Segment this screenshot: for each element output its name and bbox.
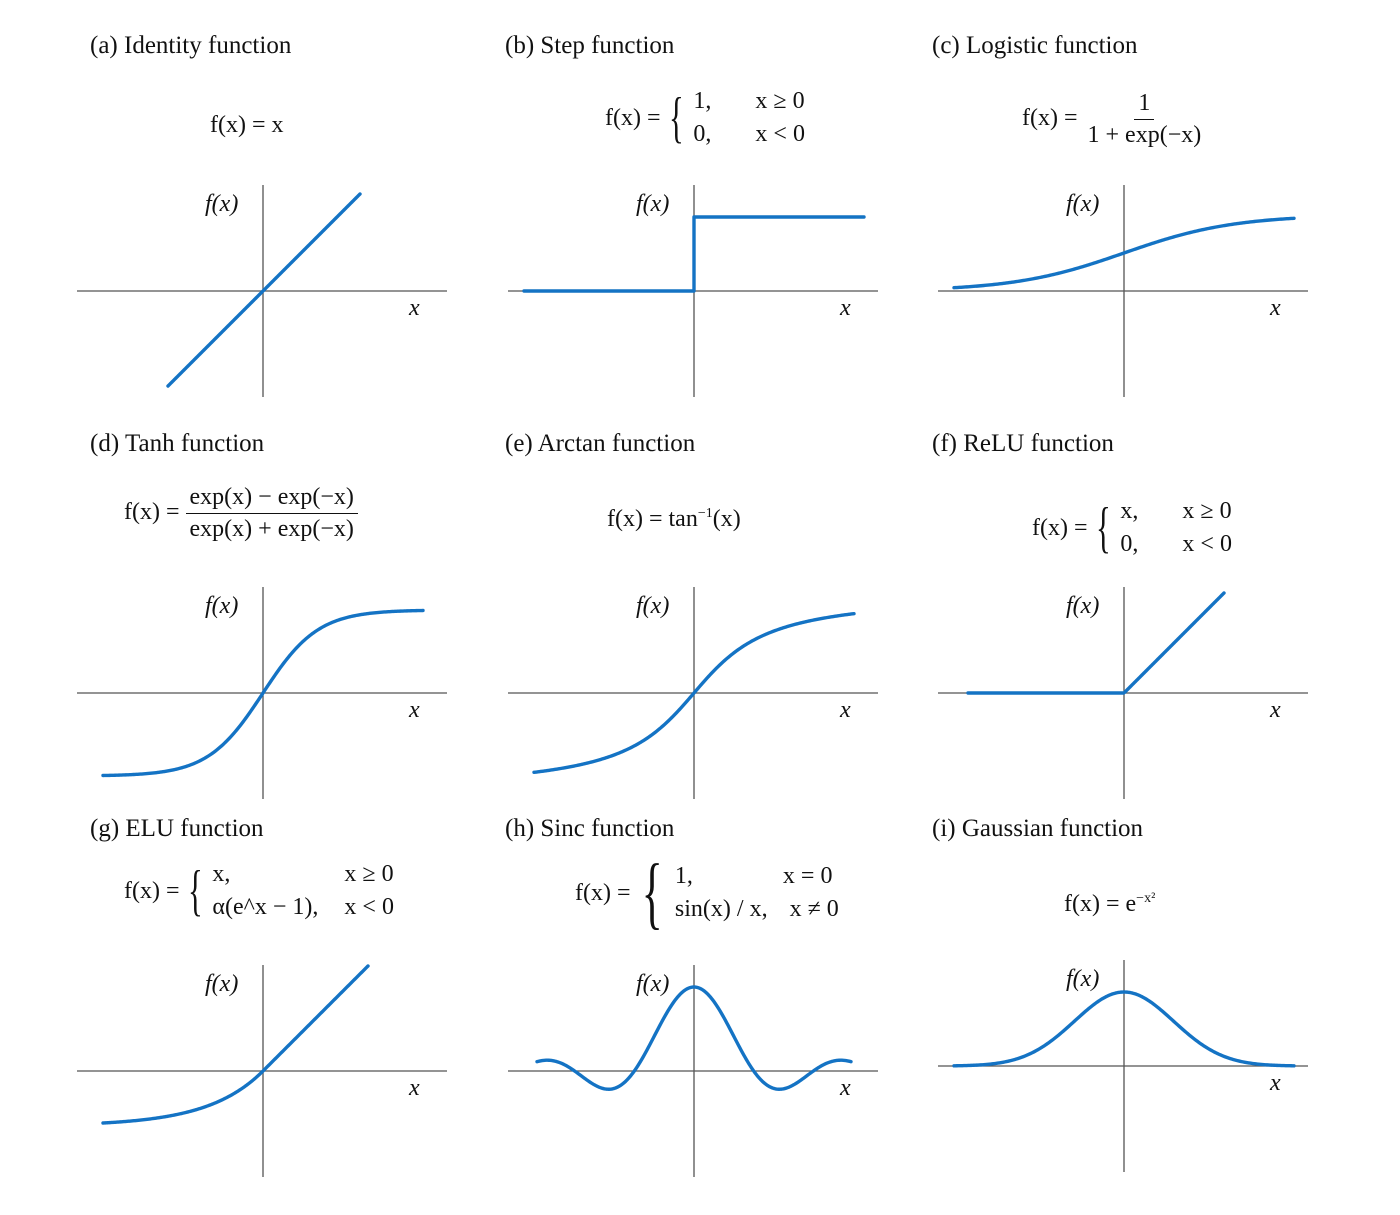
- formula-lhs: f(x) = e: [1064, 891, 1137, 917]
- formula-identity: f(x) = x: [210, 112, 284, 138]
- y-axis-label: f(x): [205, 593, 238, 619]
- formula-superscript: −1: [697, 506, 713, 521]
- panel-title: (a) Identity function: [90, 32, 292, 59]
- curve: [101, 964, 370, 1125]
- formula-denominator: 1 + exp(−x): [1087, 122, 1202, 148]
- brace-icon: {: [187, 860, 203, 922]
- formula-gaussian: f(x) = e−x²: [1064, 891, 1155, 918]
- y-axis-label: f(x): [205, 191, 238, 217]
- y-axis-label: f(x): [205, 971, 238, 997]
- formula-arctan: f(x) = tan−1(x): [607, 506, 741, 533]
- x-axis-label: x: [408, 295, 420, 321]
- formula-lhs: f(x) =: [605, 104, 661, 131]
- plot-identity: f(x) x: [77, 185, 447, 397]
- formula-step: f(x) = { 1, x ≥ 0 0, x < 0: [605, 88, 805, 148]
- x-axis-label: x: [408, 697, 420, 723]
- curve: [532, 611, 856, 775]
- case-condition: x < 0: [755, 121, 805, 147]
- panel-title: (g) ELU function: [90, 815, 264, 842]
- panel-title: (f) ReLU function: [932, 430, 1114, 457]
- plot-relu: f(x) x: [938, 587, 1308, 799]
- x-axis-label: x: [1269, 295, 1281, 321]
- formula-lhs: f(x) = tan: [607, 506, 698, 532]
- formula-lhs: f(x) =: [575, 879, 631, 906]
- formula-elu: f(x) = { x, x ≥ 0 α(e^x − 1), x < 0: [124, 861, 394, 921]
- brace-icon: {: [641, 849, 663, 937]
- panel-title: (d) Tanh function: [90, 430, 265, 457]
- case-value: x,: [1120, 498, 1139, 524]
- case-value: α(e^x − 1),: [212, 894, 319, 920]
- case-condition: x ≥ 0: [344, 861, 394, 887]
- plot-gaussian: f(x) x: [938, 960, 1308, 1172]
- formula-sinc: f(x) = { 1, x = 0 sin(x) / x, x ≠ 0: [575, 853, 839, 933]
- curve: [535, 985, 853, 1091]
- plot-arctan: f(x) x: [508, 587, 878, 799]
- x-axis-label: x: [1269, 1070, 1281, 1096]
- plot-tanh: f(x) x: [77, 587, 447, 799]
- curve: [952, 216, 1296, 290]
- formula-lhs: f(x) =: [1022, 105, 1078, 132]
- case-value: 0,: [1120, 531, 1139, 557]
- panel-relu: (f) ReLU function f(x) = { x, x ≥ 0 0, x <…: [932, 430, 1372, 830]
- formula-logistic: f(x) = 1 1 + exp(−x): [1022, 90, 1205, 149]
- x-axis-label: x: [839, 295, 851, 321]
- formula-lhs: f(x) =: [124, 877, 180, 904]
- panel-identity: (a) Identity function f(x) = x: [90, 32, 530, 432]
- formula-numerator: 1: [1134, 90, 1155, 120]
- x-axis-label: x: [839, 1075, 851, 1101]
- panel-arctan: (e) Arctan function f(x) = tan−1(x): [505, 430, 945, 830]
- panel-step: (b) Step function f(x) = { 1, x ≥ 0 0, x <…: [505, 32, 945, 432]
- formula-lhs: f(x) =: [1032, 514, 1088, 541]
- plot-elu: f(x) x: [77, 964, 447, 1177]
- panel-sinc: (h) Sinc function f(x) = { 1, x = 0 sin(x…: [505, 815, 945, 1215]
- panel-logistic: (c) Logistic function f(x) = 1 1 + exp(−…: [932, 32, 1372, 432]
- case-value: 1,: [674, 863, 693, 889]
- case-value: 0,: [693, 121, 712, 147]
- curve: [166, 192, 362, 388]
- case-condition: x ≥ 0: [1182, 498, 1232, 524]
- panel-title: (i) Gaussian function: [932, 815, 1144, 842]
- formula-denominator: exp(x) + exp(−x): [189, 516, 354, 542]
- formula-lhs: f(x) =: [124, 499, 180, 526]
- curve: [101, 608, 425, 778]
- formula-rhs: (x): [712, 506, 741, 532]
- case-condition: x ≠ 0: [789, 896, 839, 922]
- curve: [522, 215, 866, 293]
- panel-title: (e) Arctan function: [505, 430, 696, 457]
- case-condition: x ≥ 0: [755, 88, 805, 114]
- panel-tanh: (d) Tanh function f(x) = exp(x) − exp(−x…: [90, 430, 530, 830]
- x-axis-label: x: [839, 697, 851, 723]
- panel-title: (h) Sinc function: [505, 815, 675, 842]
- case-condition: x < 0: [344, 894, 394, 920]
- case-value: x,: [212, 861, 231, 887]
- panel-title: (b) Step function: [505, 32, 675, 59]
- formula-superscript: −x²: [1136, 891, 1156, 906]
- case-condition: x < 0: [1182, 531, 1232, 557]
- case-value: sin(x) / x,: [674, 896, 768, 922]
- case-value: 1,: [693, 88, 712, 114]
- formula-numerator: exp(x) − exp(−x): [185, 484, 358, 514]
- brace-icon: {: [1095, 497, 1111, 559]
- curve: [952, 990, 1296, 1068]
- plot-step: f(x) x: [508, 185, 878, 397]
- y-axis-label: f(x): [636, 191, 669, 217]
- panel-gaussian: (i) Gaussian function f(x) = e−x²: [932, 815, 1372, 1215]
- x-axis-label: x: [1269, 697, 1281, 723]
- y-axis-label: f(x): [1066, 593, 1099, 619]
- formula-tanh: f(x) = exp(x) − exp(−x) exp(x) + exp(−x): [124, 484, 358, 543]
- y-axis-label: f(x): [636, 593, 669, 619]
- brace-icon: {: [668, 87, 684, 149]
- curve: [966, 591, 1226, 695]
- panel-title: (c) Logistic function: [932, 32, 1138, 59]
- case-condition: x = 0: [782, 863, 833, 889]
- x-axis-label: x: [408, 1075, 420, 1101]
- plot-logistic: f(x) x: [938, 185, 1308, 397]
- plot-sinc: f(x) x: [508, 965, 878, 1177]
- y-axis-label: f(x): [1066, 966, 1099, 992]
- y-axis-label: f(x): [636, 971, 669, 997]
- formula-relu: f(x) = { x, x ≥ 0 0, x < 0: [1032, 498, 1232, 558]
- panel-elu: (g) ELU function f(x) = { x, x ≥ 0 α(e^x …: [90, 815, 530, 1215]
- y-axis-label: f(x): [1066, 191, 1099, 217]
